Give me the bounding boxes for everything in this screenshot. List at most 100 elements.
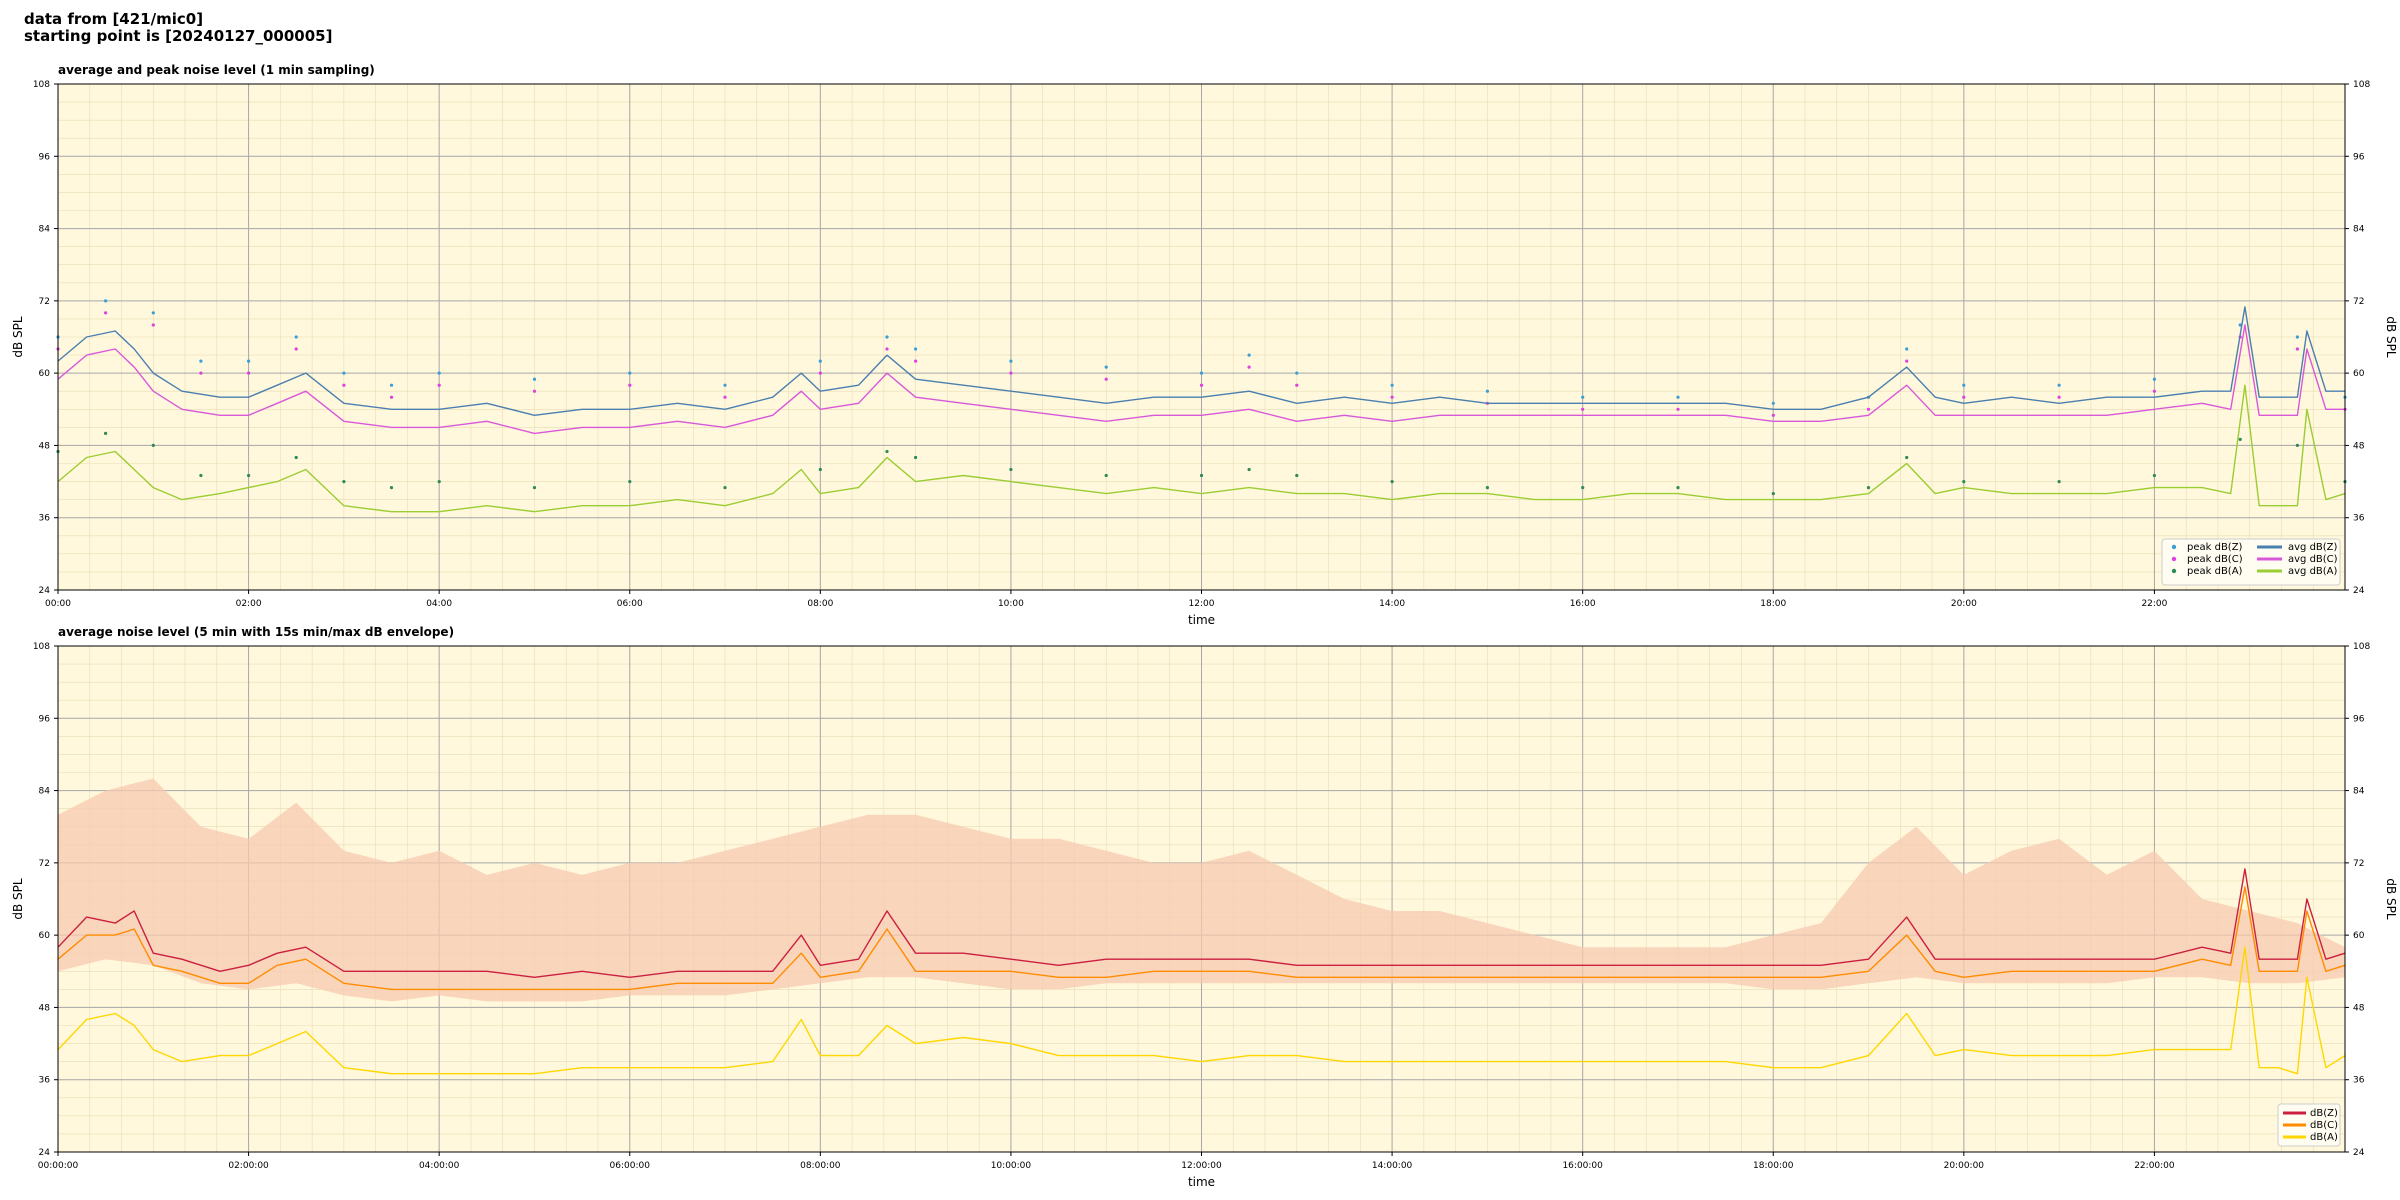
data-point	[1247, 467, 1251, 472]
data-point	[342, 480, 346, 484]
ytick-label-left: 108	[33, 642, 50, 652]
data-point	[294, 335, 298, 339]
legend-box	[2161, 538, 2341, 586]
xtick-label: 08:00:00	[800, 1161, 841, 1171]
ytick-label-left: 96	[39, 152, 51, 162]
ytick-label-left: 72	[39, 297, 50, 307]
chart-panel-1: 24 24 36 36 48 48 60 60 72 72 84 84 96 96 108 108 00:00 0…	[11, 63, 2398, 627]
data-point	[2057, 383, 2061, 387]
data-point	[389, 383, 394, 387]
y-axis-label-left: dB SPL	[11, 878, 25, 920]
data-point	[885, 449, 889, 454]
data-point	[1390, 395, 1394, 399]
data-point	[2295, 335, 2299, 339]
ytick-label-left: 24	[39, 586, 51, 596]
chart-title: average noise level (5 min with 15s min/…	[58, 625, 454, 639]
legend-label: avg dB(Z)	[2288, 542, 2338, 553]
xtick-label: 04:00	[426, 599, 452, 609]
data-point	[1295, 473, 1299, 478]
data-point	[628, 383, 632, 387]
data-point	[1009, 359, 1013, 363]
data-point	[1009, 467, 1013, 472]
data-point	[1485, 486, 1489, 490]
legend-marker	[2171, 568, 2177, 574]
data-point	[1866, 486, 1871, 490]
data-point	[2152, 473, 2156, 478]
y-axis-label-left: dB SPL	[11, 316, 25, 358]
header-start-line: starting point is [20240127_000005]	[24, 27, 333, 45]
ytick-label-right: 48	[2353, 441, 2365, 451]
data-point	[2057, 480, 2061, 484]
data-point	[914, 455, 918, 460]
data-point	[104, 299, 108, 303]
data-point	[1905, 455, 1909, 460]
ytick-label-right: 72	[2353, 297, 2364, 307]
xtick-label: 22:00	[2141, 599, 2167, 609]
ytick-label-right: 24	[2353, 586, 2365, 596]
data-point	[818, 467, 822, 472]
legend-label: dB(C)	[2310, 1120, 2338, 1131]
xtick-label: 10:00:00	[991, 1161, 1032, 1171]
legend: peak dB(Z)peak dB(C)peak dB(A)avg dB(Z)a…	[2161, 538, 2341, 586]
data-point	[532, 389, 537, 393]
ytick-label-right: 48	[2353, 1003, 2365, 1013]
ytick-label-left: 84	[39, 225, 51, 235]
data-point	[437, 383, 441, 387]
series-line-db-c-	[57, 886, 2346, 991]
ytick-label-right: 108	[2353, 80, 2370, 90]
xtick-label: 14:00:00	[1372, 1161, 1413, 1171]
legend-label: avg dB(A)	[2288, 566, 2338, 577]
ytick-label-left: 36	[39, 514, 51, 524]
legend-label: peak dB(A)	[2187, 566, 2243, 577]
xtick-label: 02:00	[236, 599, 262, 609]
data-point	[2152, 377, 2156, 381]
minmax-envelope	[58, 778, 2345, 1002]
xtick-label: 22:00:00	[2134, 1161, 2175, 1171]
data-point	[294, 455, 298, 460]
data-point	[342, 383, 346, 387]
data-point	[389, 486, 394, 490]
legend-marker	[2171, 556, 2177, 562]
data-point	[1295, 371, 1299, 375]
ytick-label-right: 24	[2353, 1148, 2365, 1158]
data-point	[1581, 395, 1585, 399]
xtick-label: 02:00:00	[228, 1161, 269, 1171]
data-point	[2238, 323, 2242, 327]
data-point	[723, 486, 727, 490]
data-point	[723, 395, 727, 399]
data-point	[1104, 365, 1108, 369]
data-point	[1485, 389, 1489, 393]
data-point	[151, 311, 155, 315]
ytick-label-left: 48	[39, 441, 51, 451]
data-point	[1199, 371, 1204, 375]
ytick-label-left: 36	[39, 1076, 51, 1086]
data-point	[1771, 492, 1775, 496]
data-point	[723, 383, 727, 387]
data-point	[247, 473, 251, 478]
data-point	[2152, 389, 2156, 393]
data-point	[199, 371, 203, 375]
xtick-label: 16:00	[1570, 599, 1596, 609]
data-point	[914, 347, 918, 351]
data-point	[104, 431, 108, 435]
data-point	[247, 371, 251, 375]
data-point	[1771, 413, 1775, 417]
data-point	[1905, 347, 1909, 351]
y-axis-label-right: dB SPL	[2384, 878, 2398, 920]
ytick-label-right: 60	[2353, 369, 2365, 379]
data-point	[1676, 407, 1680, 411]
data-point	[199, 359, 203, 363]
ytick-label-right: 96	[2353, 152, 2365, 162]
ytick-label-right: 60	[2353, 931, 2365, 941]
ytick-label-right: 36	[2353, 514, 2365, 524]
ytick-label-right: 84	[2353, 225, 2365, 235]
data-point	[1199, 383, 1204, 387]
data-point	[1199, 473, 1204, 478]
series-line-avg-db-a-	[57, 384, 2346, 513]
data-point	[885, 347, 889, 351]
data-point	[1676, 486, 1680, 490]
data-point	[2295, 443, 2299, 447]
xtick-label: 06:00:00	[610, 1161, 651, 1171]
ytick-label-left: 96	[39, 714, 51, 724]
